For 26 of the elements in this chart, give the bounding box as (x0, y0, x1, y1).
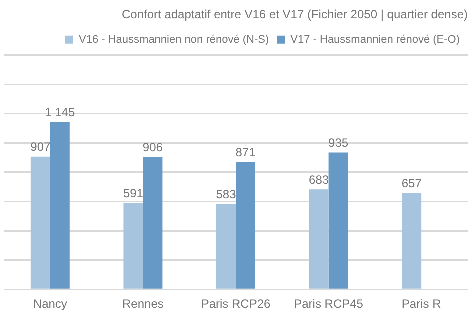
data-label: 583 (216, 188, 237, 202)
bar (30, 156, 50, 289)
data-label: 591 (123, 186, 144, 200)
bar (328, 152, 348, 289)
bar (309, 190, 329, 289)
x-tick-label: Paris R (402, 297, 442, 312)
bar (124, 203, 144, 289)
legend-label: V17 - Haussmannien rénové (E-O) (290, 34, 460, 46)
bar (50, 122, 70, 289)
legend-label: V16 - Haussmannien non rénové (N-S) (79, 34, 270, 46)
bar (216, 204, 236, 289)
bar (236, 162, 256, 289)
x-tick-label: Paris RCP26 (201, 297, 272, 312)
data-label: 657 (402, 176, 422, 191)
x-tick-label: Nancy (33, 297, 68, 312)
data-label: 935 (328, 136, 349, 150)
x-tick-label: Rennes (122, 297, 164, 312)
bar (402, 193, 422, 289)
data-label: 907 (30, 140, 51, 154)
data-label: 683 (309, 172, 330, 187)
x-tick-label: Paris RCP45 (294, 297, 364, 312)
data-label: 1 145 (45, 105, 76, 120)
data-label: 906 (142, 140, 164, 154)
chart-title: Confort adaptatif entre V16 et V17 (Fichier 2050 | quartier dense) (122, 8, 468, 22)
bar (143, 156, 163, 289)
data-label: 871 (236, 145, 256, 160)
